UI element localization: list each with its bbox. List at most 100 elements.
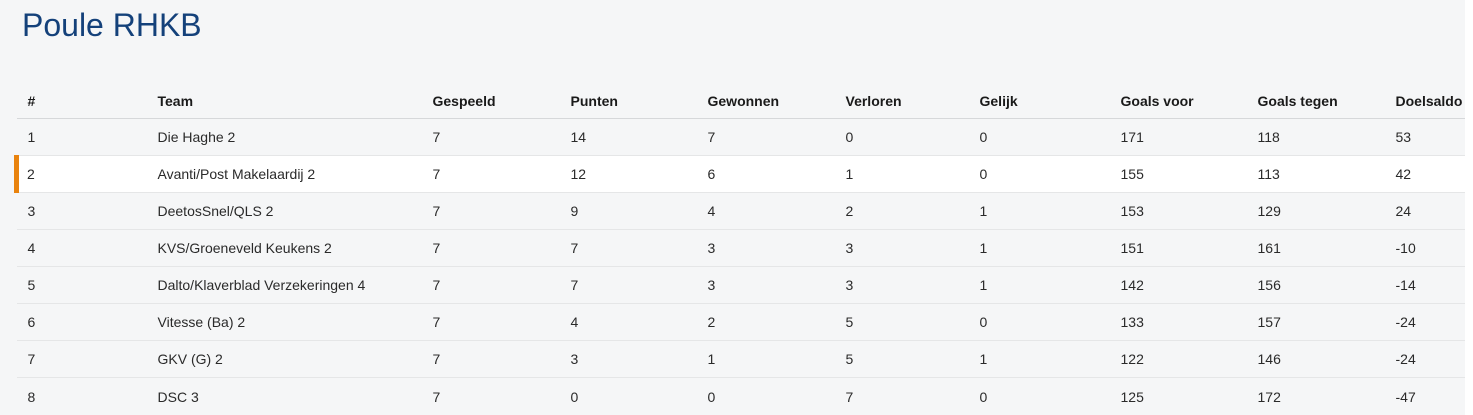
cell-doelsaldo: 53 [1395,129,1412,146]
cell-punten: 12 [570,166,587,183]
column-header-gespeeld: Gespeeld [421,84,560,120]
table-row: 3 DeetosSnel/QLS 2 7 9 4 2 1 153 129 24 [16,193,1465,230]
cell-doelsaldo: -24 [1395,351,1416,368]
cell-goals-voor: 155 [1120,166,1144,183]
cell-gespeeld: 7 [432,277,441,294]
cell-rank: 7 [27,351,36,368]
column-header-goals-voor: Goals voor [1109,84,1247,120]
column-header-gewonnen: Gewonnen [696,84,835,120]
cell-goals-voor: 133 [1120,314,1144,331]
cell-team: Die Haghe 2 [157,129,236,146]
cell-goals-tegen: 156 [1257,277,1281,294]
cell-gelijk: 1 [979,240,988,257]
cell-goals-voor: 151 [1120,240,1144,257]
cell-rank: 6 [27,314,36,331]
cell-verloren: 2 [845,203,854,220]
cell-gewonnen: 2 [707,314,716,331]
column-header-punten: Punten [559,84,697,120]
cell-gewonnen: 7 [707,129,716,146]
cell-punten: 4 [570,314,579,331]
cell-gelijk: 1 [979,277,988,294]
cell-gelijk: 1 [979,351,988,368]
cell-punten: 14 [570,129,587,146]
cell-gelijk: 0 [979,129,988,146]
cell-rank: 8 [27,388,36,405]
cell-goals-tegen: 118 [1257,129,1280,146]
cell-goals-tegen: 129 [1257,203,1281,220]
cell-verloren: 3 [845,240,854,257]
cell-goals-voor: 153 [1120,203,1144,220]
table-header-row: # Team Gespeeld Punten Gewonnen Verloren… [16,84,1465,120]
cell-rank: 3 [27,203,36,220]
cell-goals-voor: 142 [1120,277,1144,294]
cell-punten: 3 [570,351,579,368]
cell-team: DSC 3 [157,388,199,405]
table-body: 1 Die Haghe 2 7 14 7 0 0 171 118 53 2 Av… [14,119,1466,415]
cell-rank: 5 [27,277,36,294]
cell-verloren: 5 [845,314,854,331]
cell-goals-voor: 122 [1120,351,1144,368]
cell-verloren: 5 [845,351,854,368]
table-row: 5 Dalto/Klaverblad Verzekeringen 4 7 7 3… [16,267,1465,304]
cell-doelsaldo: -14 [1395,277,1416,294]
cell-verloren: 0 [845,129,854,146]
cell-gespeeld: 7 [432,388,441,405]
cell-gespeeld: 7 [432,166,441,183]
table-row: 1 Die Haghe 2 7 14 7 0 0 171 118 53 [16,119,1465,156]
cell-doelsaldo: 24 [1395,203,1412,220]
cell-doelsaldo: -10 [1395,240,1416,257]
cell-rank: 2 [14,155,147,193]
cell-team: DeetosSnel/QLS 2 [157,203,274,220]
cell-team: Vitesse (Ba) 2 [157,314,246,331]
cell-gelijk: 1 [979,203,988,220]
cell-gewonnen: 4 [707,203,716,220]
cell-gewonnen: 3 [707,240,716,257]
cell-goals-tegen: 157 [1257,314,1281,331]
cell-goals-tegen: 113 [1257,166,1280,183]
cell-goals-voor: 171 [1120,129,1144,146]
cell-punten: 7 [570,240,579,257]
table-header: # Team Gespeeld Punten Gewonnen Verloren… [16,84,1465,120]
cell-doelsaldo: -47 [1395,388,1416,405]
standings-table: # Team Gespeeld Punten Gewonnen Verloren… [14,84,1465,415]
cell-goals-tegen: 172 [1257,388,1281,405]
cell-gewonnen: 1 [707,351,716,368]
page-title: Poule RHKB [22,7,202,43]
cell-team: Avanti/Post Makelaardij 2 [157,166,316,183]
cell-doelsaldo: 42 [1395,166,1412,183]
cell-punten: 9 [570,203,579,220]
column-header-team: Team [146,84,422,120]
cell-team: KVS/Groeneveld Keukens 2 [157,240,332,257]
cell-gespeeld: 7 [432,203,441,220]
cell-punten: 7 [570,277,579,294]
table-row: 6 Vitesse (Ba) 2 7 4 2 5 0 133 157 -24 [16,304,1465,341]
cell-verloren: 3 [845,277,854,294]
cell-gewonnen: 0 [707,388,716,405]
column-header-doelsaldo: Doelsaldo [1384,84,1465,120]
cell-gewonnen: 6 [707,166,716,183]
cell-punten: 0 [570,388,579,405]
table-row: 7 GKV (G) 2 7 3 1 5 1 122 146 -24 [16,341,1465,378]
column-header-gelijk: Gelijk [968,84,1110,120]
cell-gespeeld: 7 [432,129,441,146]
cell-gewonnen: 3 [707,277,716,294]
table-row: 4 KVS/Groeneveld Keukens 2 7 7 3 3 1 151… [16,230,1465,267]
cell-goals-tegen: 161 [1257,240,1281,257]
cell-rank: 4 [27,240,36,257]
table-row: 8 DSC 3 7 0 0 7 0 125 172 -47 [17,378,1466,415]
cell-doelsaldo: -24 [1395,314,1416,331]
cell-goals-tegen: 146 [1257,351,1281,368]
cell-gespeeld: 7 [432,351,441,368]
cell-gelijk: 0 [979,314,988,331]
cell-gelijk: 0 [979,166,988,183]
cell-goals-voor: 125 [1120,388,1144,405]
column-header-goals-tegen: Goals tegen [1246,84,1385,120]
cell-rank: 1 [27,129,36,146]
cell-verloren: 7 [845,388,854,405]
cell-gelijk: 0 [979,388,988,405]
cell-team: GKV (G) 2 [157,351,223,368]
cell-gespeeld: 7 [432,314,441,331]
cell-gespeeld: 7 [432,240,441,257]
cell-team: Dalto/Klaverblad Verzekeringen 4 [157,277,366,294]
